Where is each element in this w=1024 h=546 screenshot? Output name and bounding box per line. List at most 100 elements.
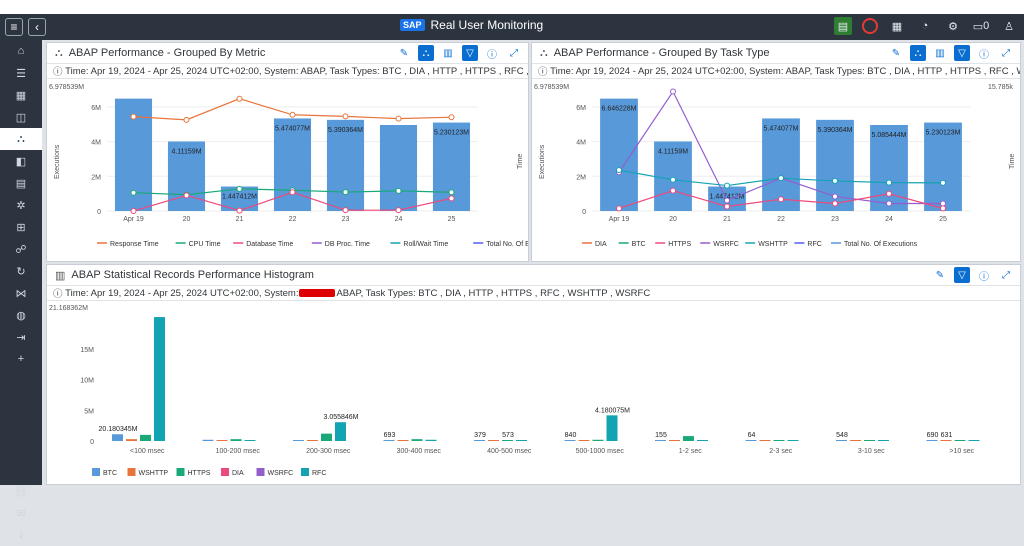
legend-swatch xyxy=(92,468,100,476)
series-point xyxy=(886,200,892,207)
bar xyxy=(293,440,304,441)
link-icon[interactable]: ⛓ xyxy=(14,485,28,498)
series-point xyxy=(886,179,892,186)
x-tick-label: <100 msec xyxy=(130,448,165,455)
chart-view-icon[interactable]: ⛬ xyxy=(910,45,926,61)
expand-icon[interactable]: ⤢ xyxy=(510,47,518,59)
bar xyxy=(968,440,980,441)
legend-swatch xyxy=(176,468,185,476)
download-icon[interactable]: ⤓ xyxy=(18,528,24,541)
notifications-icon[interactable]: ▭ 0 xyxy=(972,20,990,33)
series-point xyxy=(236,185,243,192)
x-tick-label: 21 xyxy=(723,216,731,223)
user-icon[interactable]: ♙ xyxy=(1004,20,1014,33)
chart-icon: ⛬ xyxy=(55,46,63,59)
app-title: SAP Real User Monitoring xyxy=(400,18,543,32)
x-tick-label: 3-10 sec xyxy=(858,448,885,455)
back-icon[interactable]: ‹ xyxy=(28,18,46,36)
bar xyxy=(745,440,757,441)
series-point xyxy=(342,189,349,196)
series-point xyxy=(886,190,892,197)
expand-icon[interactable]: ⤢ xyxy=(1002,269,1010,281)
abap-icon[interactable]: ⛬ xyxy=(0,128,42,150)
filter-icon[interactable]: ▽ xyxy=(462,45,478,61)
layout-icon[interactable]: ◧ xyxy=(15,155,27,168)
filter-icon[interactable]: ▽ xyxy=(954,267,970,283)
apps-icon[interactable]: ⊞ xyxy=(16,221,26,234)
grid-icon[interactable]: ▦ xyxy=(15,89,27,102)
y-tick-label: 2M xyxy=(576,174,586,181)
chart-task-type: 6.978539M 15.785k Executions Time 0 2M 4M 6M 6.6… xyxy=(534,84,1016,248)
bar-view-icon[interactable]: ▥ xyxy=(443,47,453,59)
series-point xyxy=(289,189,296,196)
axis-top-right: 15.785k xyxy=(988,84,1013,91)
series-point xyxy=(670,88,676,95)
bar xyxy=(112,434,123,441)
y-tick-label: 0 xyxy=(582,209,586,216)
panel-header: ⛬ ABAP Performance - Grouped By Metric xyxy=(47,43,528,63)
info-icon[interactable]: ⓘ xyxy=(979,271,989,283)
bar xyxy=(126,439,137,441)
legend-label: WSHTTP xyxy=(139,470,169,477)
edit-icon[interactable]: ✎ xyxy=(935,269,945,281)
info-icon[interactable]: ⓘ xyxy=(979,49,989,61)
legend-label: WSRFC xyxy=(268,470,294,477)
series-point xyxy=(130,113,137,120)
bar-label: 573 xyxy=(502,432,514,439)
bar-label: 3.055846M xyxy=(323,414,358,421)
list-icon[interactable]: ☰ xyxy=(16,67,26,80)
axis-top-value: 21.168362M xyxy=(49,305,88,312)
bar-label: 840 xyxy=(565,432,577,439)
add-icon[interactable]: + xyxy=(17,353,25,365)
share-icon[interactable]: ⋈ xyxy=(15,287,27,300)
refresh-icon[interactable]: ↻ xyxy=(16,265,26,278)
info-text-after: ABAP, Task Types: BTC , DIA , HTTP , HTT… xyxy=(300,65,528,77)
users-icon[interactable]: ☍ xyxy=(15,243,27,256)
bar-label: 4.11159M xyxy=(171,148,201,155)
gear-icon[interactable]: ⚙ xyxy=(948,20,958,33)
panel-info: ⓘ Time: Apr 19, 2024 - Apr 25, 2024 UTC+… xyxy=(532,63,1020,79)
app-title-text: Real User Monitoring xyxy=(430,18,544,32)
legend-label: CPU Time xyxy=(189,241,221,248)
home-icon[interactable]: ⌂ xyxy=(17,45,25,57)
series-point xyxy=(448,114,455,121)
series-point xyxy=(832,193,838,200)
x-tick-label: 500-1000 msec xyxy=(576,448,625,455)
calendar-icon[interactable]: ▦ xyxy=(891,20,903,33)
menu-icon[interactable]: ≡ xyxy=(5,18,23,36)
table-icon[interactable]: ▤ xyxy=(15,177,27,190)
monitor-icon[interactable]: ◫ xyxy=(15,111,27,124)
bar xyxy=(202,439,214,441)
series-point xyxy=(724,203,730,210)
export-icon[interactable]: ⇥ xyxy=(16,331,26,344)
panel-grouped-by-task-type: ⛬ ABAP Performance - Grouped By Task Typ… xyxy=(531,42,1021,262)
bar-label: 548 xyxy=(836,432,848,439)
expand-icon[interactable]: ⤢ xyxy=(1002,47,1010,59)
alert-icon[interactable] xyxy=(862,18,878,34)
panel-header: ⛬ ABAP Performance - Grouped By Task Typ… xyxy=(532,43,1020,63)
bar xyxy=(502,440,513,441)
info-icon[interactable]: ⓘ xyxy=(487,49,497,61)
edit-icon[interactable]: ✎ xyxy=(399,47,409,59)
series-point xyxy=(448,189,455,196)
series-point xyxy=(342,207,349,214)
bar xyxy=(655,440,666,441)
settings-icon[interactable]: ✲ xyxy=(16,199,26,212)
bar xyxy=(516,440,527,441)
mail-icon[interactable]: ✉ xyxy=(16,507,26,520)
globe-icon[interactable]: ◍ xyxy=(16,309,26,322)
bar xyxy=(230,439,242,441)
y-tick-label: 0 xyxy=(97,209,101,216)
panel-title: ABAP Performance - Grouped By Metric xyxy=(68,47,266,59)
chart-metric: 6.978539M Executions Time 0 2M 4M 6M Apr 19 4.11… xyxy=(49,84,530,248)
filter-icon[interactable]: ▽ xyxy=(954,45,970,61)
edit-icon[interactable]: ✎ xyxy=(891,47,901,59)
legend-label: Total No. Of Executions xyxy=(844,241,918,248)
performance-icon[interactable]: ◔ xyxy=(921,20,929,32)
bar-view-icon[interactable]: ▥ xyxy=(935,47,945,59)
chart-view-icon[interactable]: ⛬ xyxy=(418,45,434,61)
bar-label: 20.180345M xyxy=(99,426,138,433)
series-point xyxy=(940,179,946,186)
axis-right-label: Time xyxy=(1009,154,1016,169)
notebook-icon[interactable]: ▤ xyxy=(834,17,852,35)
